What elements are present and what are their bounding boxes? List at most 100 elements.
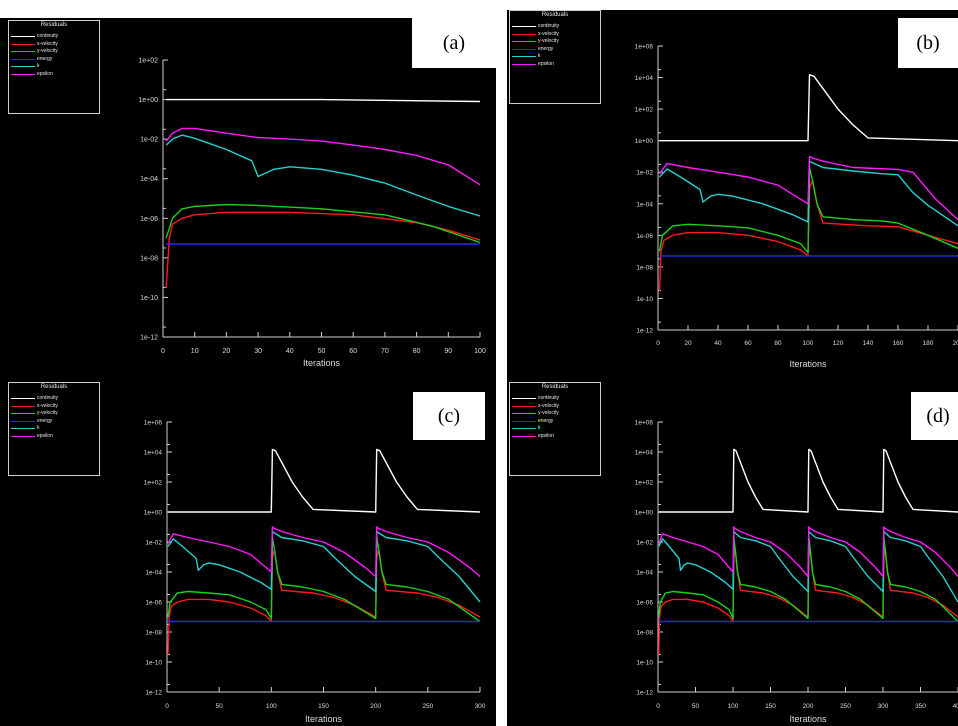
legend-swatch: [11, 58, 35, 60]
legend-swatch: [11, 413, 35, 414]
legend-label: x-velocity: [538, 30, 559, 37]
legend-title: Residuals: [40, 384, 68, 390]
legend-entry-energy: energy: [11, 56, 101, 63]
x-tick-label: 100: [474, 348, 486, 355]
y-tick-label: 1e-12: [145, 690, 162, 697]
legend-entry-epsilon: epsilon: [512, 61, 602, 68]
legend-title: Residuals: [40, 22, 68, 28]
x-tick-label: 20: [684, 340, 692, 347]
chart-panel-b: 1e+06 1e+04 1e+02 1e+00 1e-02 1e-04 1e-06 1e-08…: [507, 10, 958, 380]
x-tick-label: 100: [728, 703, 739, 710]
legend-label: continuity: [538, 395, 560, 401]
y-tick-label: 1e-02: [636, 540, 653, 547]
y-tick-label: 1e-10: [636, 660, 653, 667]
series-line-continuity: [659, 74, 958, 142]
x-tick-label: 100: [803, 340, 814, 347]
panel-label-d: (d): [911, 392, 958, 440]
legend-swatch: [11, 398, 35, 399]
x-axis-label: Iterations: [305, 714, 343, 724]
x-tick-label: 300: [878, 703, 889, 710]
plot-a: 1e+02 1e+00 1e-02 1e-04 1e-06 1e-08 1e-10 1e-12…: [138, 58, 486, 369]
series-line-continuity: [658, 448, 958, 513]
y-tick-label: 1e+00: [635, 510, 654, 517]
legend-entry-y-velocity: y-velocity: [11, 48, 101, 55]
legend-label: y-velocity: [37, 410, 58, 416]
y-tick-label: 1e-12: [636, 328, 653, 335]
y-tick-label: 1e+00: [144, 510, 163, 517]
y-tick-label: 1e+06: [144, 420, 163, 427]
y-tick-label: 1e-04: [636, 201, 653, 208]
x-tick-label: 150: [318, 703, 329, 710]
y-tick-label: 1e+06: [635, 44, 654, 51]
legend-swatch: [11, 405, 35, 407]
y-tick-label: 1e+04: [635, 450, 654, 457]
legend-label: continuity: [37, 395, 59, 401]
legend-label: x-velocity: [538, 402, 559, 409]
y-tick-label: 1e-08: [145, 630, 162, 637]
y-tick-label: 1e-04: [140, 176, 158, 183]
legend-title: Residuals: [541, 384, 569, 390]
series-line-k: [167, 530, 481, 603]
x-tick-label: 150: [765, 703, 776, 710]
x-tick-label: 400: [953, 703, 958, 710]
x-axis-label: Iterations: [789, 359, 827, 369]
legend-b: Residuals continuity x-velocity y-velocity e…: [509, 10, 601, 104]
panel-label-a: (a): [412, 18, 496, 68]
legend-d: Residuals continuity x-velocity y-velocity e…: [509, 382, 601, 476]
legend-swatch: [11, 36, 35, 37]
series-line-epsilon: [658, 526, 958, 578]
series-line-k: [658, 530, 958, 603]
plot-c: 1e+06 1e+04 1e+02 1e+00 1e-02 1e-04 1e-06 1e-08…: [144, 420, 486, 725]
legend-label: y-velocity: [37, 48, 58, 54]
x-tick-label: 0: [161, 348, 165, 355]
legend-swatch: [512, 428, 536, 429]
legend-entry-continuity: continuity: [512, 23, 602, 30]
legend-swatch: [512, 26, 536, 27]
legend-swatch: [512, 420, 536, 422]
legend-entry-epsilon: epsilon: [11, 433, 101, 440]
y-tick-label: 1e-06: [145, 600, 162, 607]
legend-swatch: [11, 43, 35, 45]
x-tick-label: 180: [923, 340, 934, 347]
legend-label: x-velocity: [37, 402, 58, 409]
legend-swatch: [11, 428, 35, 429]
legend-entry-k: k: [512, 53, 602, 60]
legend-label: energy: [37, 55, 53, 62]
x-tick-label: 20: [223, 348, 231, 355]
y-tick-label: 1e-08: [636, 264, 653, 271]
x-axis-label: Iterations: [789, 714, 827, 724]
legend-swatch: [512, 435, 536, 437]
y-tick-label: 1e-02: [140, 137, 158, 144]
y-tick-label: 1e-02: [145, 540, 162, 547]
series-line-y-velocity: [167, 536, 481, 623]
legend-entry-energy: energy: [512, 418, 602, 425]
legend-label: continuity: [37, 33, 59, 39]
y-tick-label: 1e-06: [140, 216, 158, 223]
legend-entry-epsilon: epsilon: [11, 71, 101, 78]
y-tick-label: 1e-06: [636, 600, 653, 607]
legend-swatch: [512, 48, 536, 50]
x-tick-label: 60: [744, 340, 752, 347]
y-tick-label: 1e-12: [140, 335, 158, 342]
y-tick-label: 1e+02: [144, 480, 163, 487]
legend-entry-continuity: continuity: [11, 395, 101, 402]
x-tick-label: 50: [318, 348, 326, 355]
legend-entry-x-velocity: x-velocity: [11, 41, 101, 48]
legend-entry-k: k: [512, 425, 602, 432]
series-line-continuity: [168, 448, 481, 513]
legend-label: epsilon: [37, 70, 53, 77]
x-tick-label: 60: [349, 348, 357, 355]
y-tick-label: 1e-08: [140, 255, 158, 262]
y-tick-label: 1e+04: [144, 450, 163, 457]
x-tick-label: 0: [165, 703, 169, 710]
legend-entry-y-velocity: y-velocity: [512, 410, 602, 417]
legend-entry-continuity: continuity: [512, 395, 602, 402]
x-tick-label: 90: [444, 348, 452, 355]
x-tick-label: 250: [840, 703, 851, 710]
legend-a: Residuals continuity x-velocity y-velocity e…: [8, 20, 100, 114]
chart-panel-c: 1e+06 1e+04 1e+02 1e+00 1e-02 1e-04 1e-06 1e-08…: [0, 380, 496, 726]
plot-b: 1e+06 1e+04 1e+02 1e+00 1e-02 1e-04 1e-06 1e-08…: [635, 44, 958, 369]
series-line-continuity: [166, 98, 481, 103]
series-line-x-velocity: [658, 179, 958, 291]
x-tick-label: 200: [953, 340, 958, 347]
